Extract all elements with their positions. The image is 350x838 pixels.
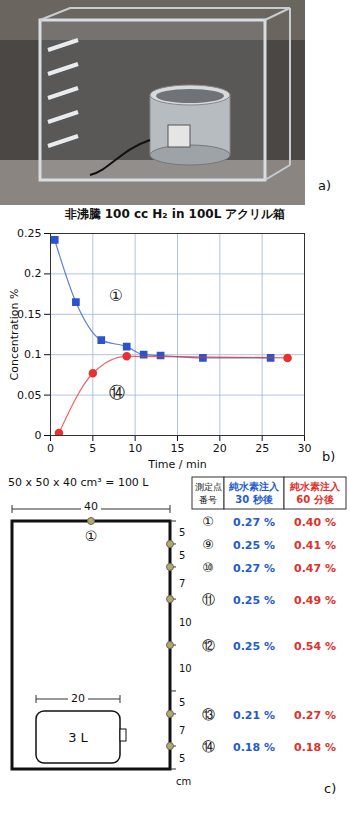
svg-text:0.18 %: 0.18 % <box>294 741 336 754</box>
svg-text:40: 40 <box>84 500 98 513</box>
svg-text:0: 0 <box>35 429 42 442</box>
svg-text:⑬: ⑬ <box>202 707 215 722</box>
svg-text:20: 20 <box>213 442 227 455</box>
svg-text:純水素注入: 純水素注入 <box>228 481 280 492</box>
svg-text:①: ① <box>109 286 123 305</box>
svg-text:0.18 %: 0.18 % <box>233 741 275 754</box>
svg-text:⑩: ⑩ <box>202 560 214 575</box>
svg-text:0.40 %: 0.40 % <box>294 516 336 529</box>
svg-text:純水素注入: 純水素注入 <box>289 481 341 492</box>
svg-text:0.27 %: 0.27 % <box>233 562 275 575</box>
svg-text:Concentration %: Concentration % <box>8 289 21 381</box>
svg-text:0.27 %: 0.27 % <box>294 709 336 722</box>
svg-text:⑫: ⑫ <box>202 638 215 653</box>
svg-text:測定点: 測定点 <box>195 482 222 492</box>
html-text:b): b) <box>322 449 336 464</box>
svg-text:⑭: ⑭ <box>109 383 125 402</box>
svg-text:7: 7 <box>179 725 185 736</box>
svg-text:0.54 %: 0.54 % <box>294 640 336 653</box>
svg-text:0: 0 <box>47 442 54 455</box>
svg-text:0.49 %: 0.49 % <box>294 594 336 607</box>
svg-text:5: 5 <box>179 697 185 708</box>
svg-text:0.25 %: 0.25 % <box>233 640 275 653</box>
svg-text:0.25 %: 0.25 % <box>233 594 275 607</box>
svg-text:0.1: 0.1 <box>24 348 42 361</box>
svg-text:0.47 %: 0.47 % <box>294 562 336 575</box>
svg-text:30: 30 <box>298 442 312 455</box>
svg-text:10: 10 <box>128 442 142 455</box>
svg-text:5: 5 <box>179 550 185 561</box>
svg-text:⑭: ⑭ <box>202 739 215 754</box>
svg-text:Time / min: Time / min <box>147 458 206 471</box>
svg-text:①: ① <box>85 528 98 544</box>
html-text:非沸騰 100 cc H₂ in 100L アクリル箱: 非沸騰 100 cc H₂ in 100L アクリル箱 <box>64 207 286 221</box>
html-text:a): a) <box>318 178 331 193</box>
svg-text:0.41 %: 0.41 % <box>294 539 336 552</box>
svg-text:25: 25 <box>255 442 269 455</box>
svg-text:50 x 50 x 40 cm³ = 100 L: 50 x 50 x 40 cm³ = 100 L <box>8 476 149 489</box>
svg-text:15: 15 <box>171 442 185 455</box>
svg-text:0.25 %: 0.25 % <box>233 539 275 552</box>
svg-text:10: 10 <box>179 663 192 674</box>
svg-text:30 秒後: 30 秒後 <box>235 494 272 505</box>
svg-text:0.2: 0.2 <box>24 267 42 280</box>
svg-text:20: 20 <box>71 692 85 705</box>
svg-text:10: 10 <box>179 617 192 628</box>
svg-text:⑪: ⑪ <box>202 592 215 607</box>
svg-text:cm: cm <box>176 776 191 787</box>
svg-text:5: 5 <box>89 442 96 455</box>
svg-text:5: 5 <box>179 527 185 538</box>
html-text:c): c) <box>324 781 337 796</box>
svg-text:0.21 %: 0.21 % <box>233 709 275 722</box>
svg-text:番号: 番号 <box>199 495 217 505</box>
svg-text:0.25: 0.25 <box>17 227 42 240</box>
svg-text:5: 5 <box>179 753 185 764</box>
svg-text:0.27 %: 0.27 % <box>233 516 275 529</box>
svg-text:0.05: 0.05 <box>17 389 42 402</box>
svg-text:⑨: ⑨ <box>202 537 214 552</box>
svg-text:7: 7 <box>179 578 185 589</box>
svg-text:3 L: 3 L <box>68 730 88 745</box>
svg-text:①: ① <box>202 514 214 529</box>
svg-text:0.15: 0.15 <box>17 307 42 321</box>
svg-text:60 分後: 60 分後 <box>296 494 333 505</box>
